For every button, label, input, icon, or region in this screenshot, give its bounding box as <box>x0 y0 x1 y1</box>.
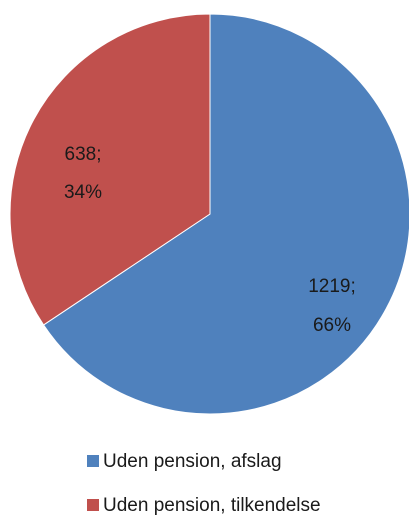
legend-label-tilkendelse: Uden pension, tilkendelse <box>103 495 321 516</box>
legend: Uden pension, afslag Uden pension, tilke… <box>87 451 321 516</box>
pie-slices <box>9 13 409 415</box>
data-label-tilkendelse-value: 638; <box>65 144 102 165</box>
legend-label-afslag: Uden pension, afslag <box>103 451 282 472</box>
data-labels: 1219; 66% 638; 34% <box>64 144 356 336</box>
data-label-afslag-percent: 66% <box>313 315 351 336</box>
pie-slice-afslag <box>42 13 409 415</box>
legend-item-tilkendelse: Uden pension, tilkendelse <box>87 495 321 516</box>
legend-item-afslag: Uden pension, afslag <box>87 451 282 472</box>
legend-swatch-afslag <box>87 455 99 467</box>
data-label-tilkendelse-percent: 34% <box>64 182 102 203</box>
legend-swatch-tilkendelse <box>87 499 99 511</box>
pie-slice-tilkendelse <box>9 13 211 326</box>
data-label-afslag-value: 1219; <box>308 276 356 297</box>
